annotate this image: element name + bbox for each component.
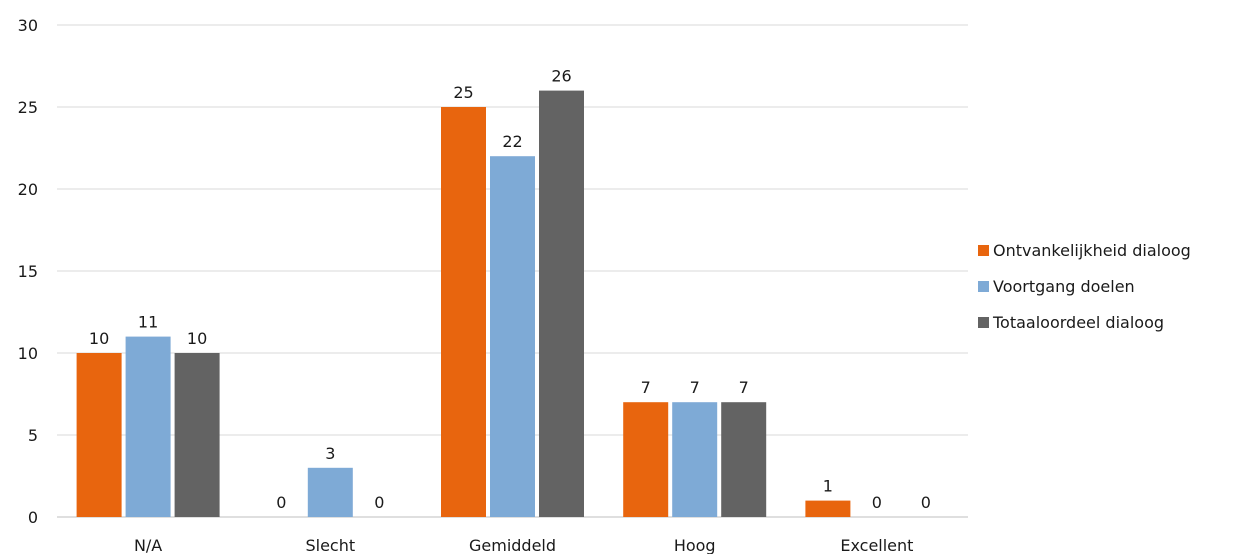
bar — [672, 402, 718, 517]
data-label: 7 — [641, 378, 651, 397]
y-tick-label: 0 — [28, 508, 38, 527]
x-tick-label: N/A — [134, 536, 162, 554]
legend-swatch — [978, 316, 989, 328]
legend-swatch — [978, 244, 989, 256]
legend-item: Totaaloordeel dialoog — [978, 304, 1191, 340]
x-axis-tick-labels: N/A Slecht Gemiddeld Hoog Excellent — [134, 536, 914, 554]
data-label: 0 — [872, 493, 882, 512]
data-label: 1 — [823, 477, 833, 496]
y-tick-label: 25 — [18, 98, 38, 117]
y-tick-label: 5 — [28, 426, 38, 445]
data-label: 22 — [502, 132, 522, 151]
data-label: 11 — [138, 313, 158, 332]
legend-swatch — [978, 280, 989, 292]
data-label: 0 — [374, 493, 384, 512]
legend: Ontvankelijkheid dialoog Voortgang doelen… — [978, 232, 1191, 340]
y-tick-label: 10 — [18, 344, 38, 363]
data-label: 7 — [739, 378, 749, 397]
y-tick-label: 20 — [18, 180, 38, 199]
y-tick-label: 30 — [18, 16, 38, 35]
bar — [490, 156, 535, 517]
bar — [441, 107, 486, 517]
bar — [174, 353, 220, 517]
y-tick-label: 15 — [18, 262, 38, 281]
bar — [623, 402, 669, 517]
bar — [539, 90, 584, 517]
data-label: 0 — [921, 493, 931, 512]
y-axis-tick-labels: 0 5 10 15 20 25 30 — [18, 16, 38, 527]
bar — [805, 500, 851, 517]
x-tick-label: Excellent — [840, 536, 913, 554]
bar — [721, 402, 767, 517]
data-label: 26 — [551, 67, 571, 86]
x-tick-label: Gemiddeld — [469, 536, 556, 554]
legend-item: Ontvankelijkheid dialoog — [978, 232, 1191, 268]
data-label: 3 — [325, 444, 335, 463]
bar — [307, 467, 353, 517]
data-label: 25 — [453, 83, 473, 102]
legend-label: Voortgang doelen — [993, 276, 1135, 296]
data-label: 0 — [276, 493, 286, 512]
legend-label: Totaaloordeel dialoog — [993, 312, 1165, 332]
x-tick-label: Hoog — [674, 536, 716, 554]
legend-label: Ontvankelijkheid dialoog — [993, 240, 1191, 260]
data-label: 7 — [690, 378, 700, 397]
x-tick-label: Slecht — [305, 536, 355, 554]
data-label: 10 — [187, 329, 207, 348]
bar — [76, 353, 122, 517]
data-label: 10 — [89, 329, 109, 348]
legend-item: Voortgang doelen — [978, 268, 1191, 304]
bar — [125, 336, 171, 517]
bars — [76, 90, 851, 517]
